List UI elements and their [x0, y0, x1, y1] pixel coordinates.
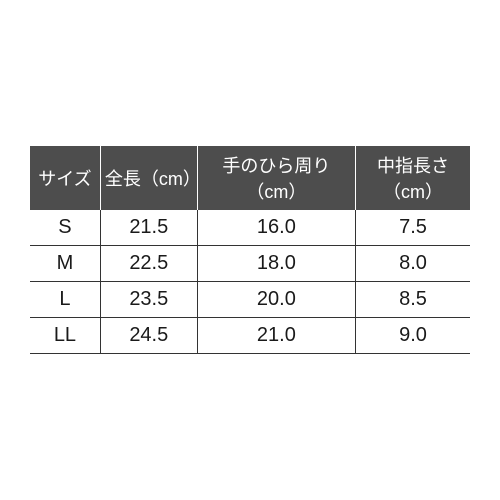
col-header-palm-circ: 手のひら周り（cm） [197, 146, 355, 210]
cell-size: LL [30, 318, 100, 354]
table-row: L 23.5 20.0 8.5 [30, 282, 470, 318]
table-row: S 21.5 16.0 7.5 [30, 210, 470, 246]
col-header-size: サイズ [30, 146, 100, 210]
table-header-row: サイズ 全長（cm） 手のひら周り（cm） 中指長さ（cm） [30, 146, 470, 210]
cell-size: S [30, 210, 100, 246]
cell-mid-finger: 7.5 [356, 210, 470, 246]
cell-size: L [30, 282, 100, 318]
table-row: LL 24.5 21.0 9.0 [30, 318, 470, 354]
col-header-total-length: 全長（cm） [100, 146, 197, 210]
table-row: M 22.5 18.0 8.0 [30, 246, 470, 282]
cell-size: M [30, 246, 100, 282]
col-header-mid-finger: 中指長さ（cm） [356, 146, 470, 210]
cell-total-length: 22.5 [100, 246, 197, 282]
cell-palm-circ: 21.0 [197, 318, 355, 354]
cell-mid-finger: 9.0 [356, 318, 470, 354]
cell-palm-circ: 18.0 [197, 246, 355, 282]
cell-palm-circ: 16.0 [197, 210, 355, 246]
size-table: サイズ 全長（cm） 手のひら周り（cm） 中指長さ（cm） S 21.5 16… [30, 146, 470, 354]
size-table-container: サイズ 全長（cm） 手のひら周り（cm） 中指長さ（cm） S 21.5 16… [30, 146, 470, 354]
cell-total-length: 21.5 [100, 210, 197, 246]
cell-total-length: 24.5 [100, 318, 197, 354]
cell-palm-circ: 20.0 [197, 282, 355, 318]
cell-total-length: 23.5 [100, 282, 197, 318]
cell-mid-finger: 8.0 [356, 246, 470, 282]
cell-mid-finger: 8.5 [356, 282, 470, 318]
